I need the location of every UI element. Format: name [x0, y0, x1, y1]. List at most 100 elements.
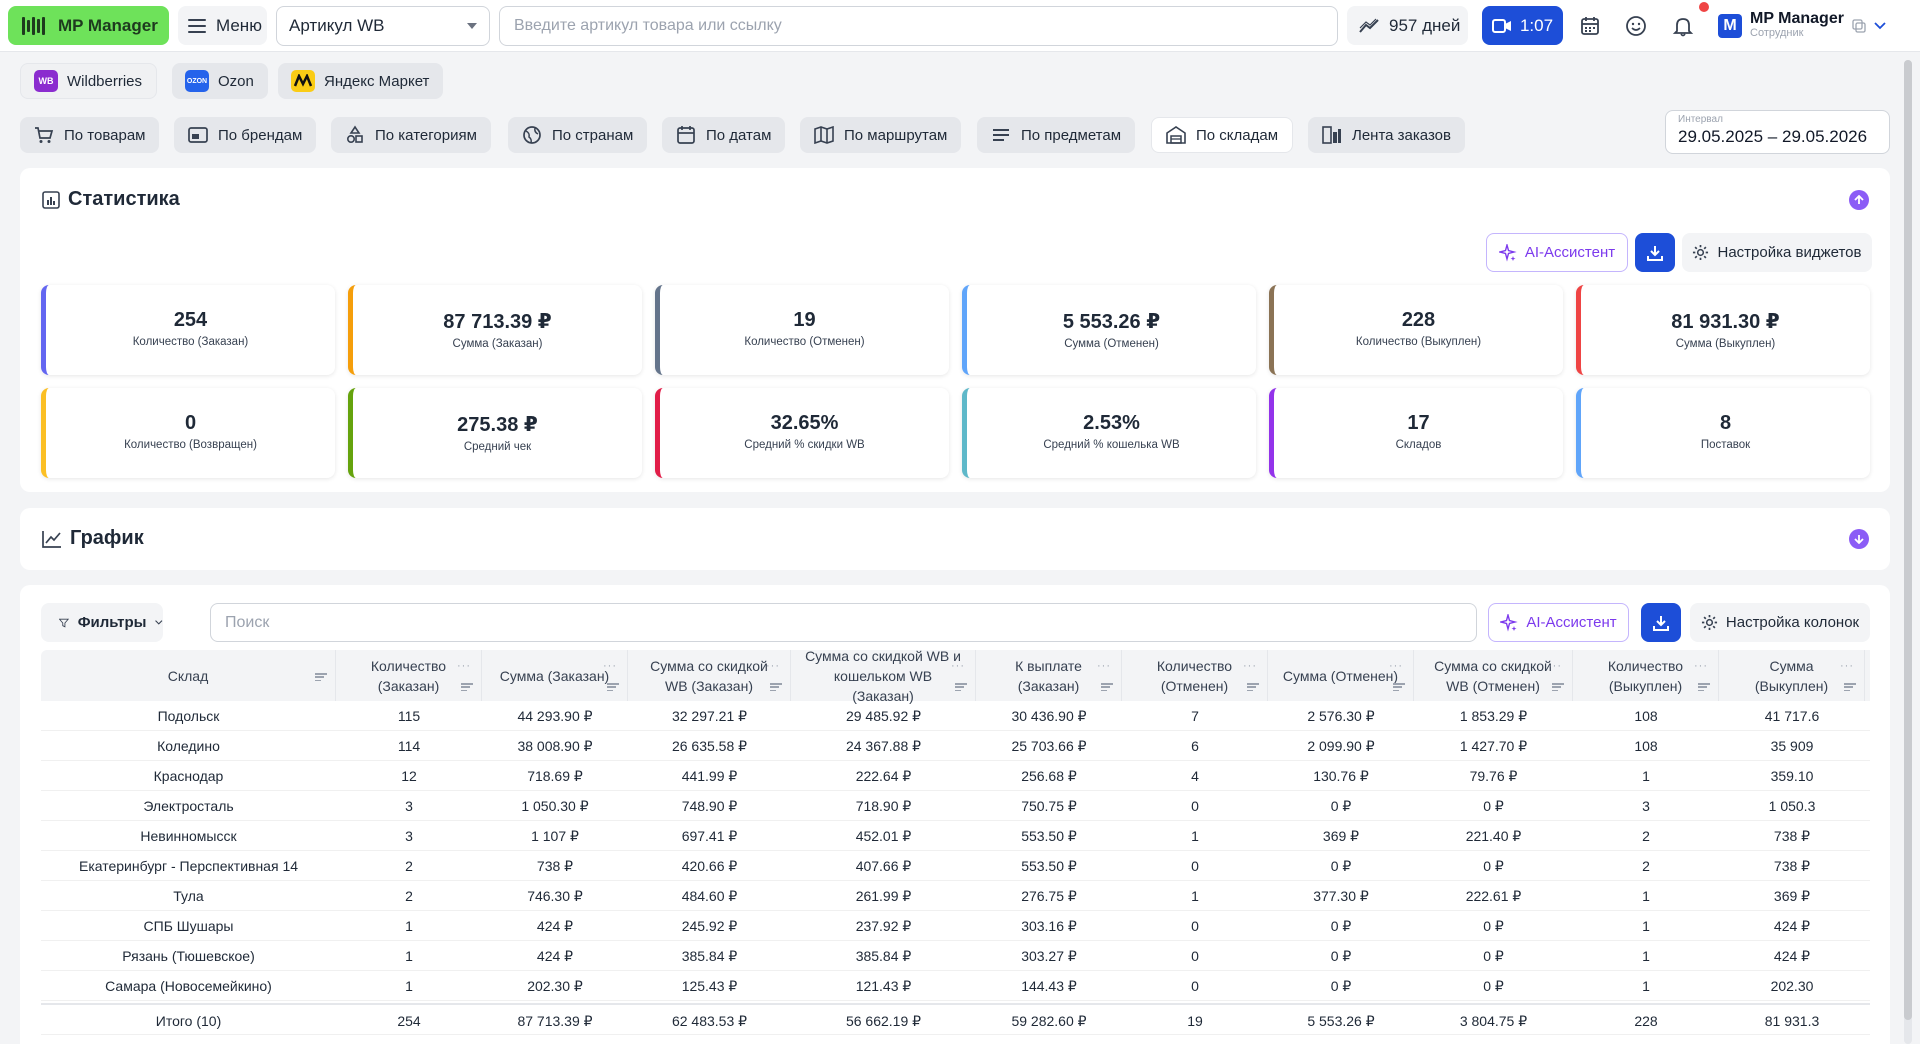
column-header[interactable]: К выплате (Заказан) ··· — [976, 650, 1122, 701]
video-tutorial-button[interactable]: 1:07 — [1482, 6, 1563, 45]
table-cell: 0 — [1191, 948, 1199, 964]
column-header[interactable]: Количество (Заказан) ··· — [336, 650, 482, 701]
column-options-icon[interactable]: ··· — [1840, 660, 1854, 672]
table-row[interactable]: Рязань (Тюшевское) 1 424 ₽ 385.84 ₽ 385.84 ₽… — [41, 941, 1870, 971]
filter-icon — [59, 618, 69, 627]
tab-by-categories[interactable]: По категориям — [331, 117, 491, 153]
table-cell: 1 — [1191, 828, 1199, 844]
tab-by-brands[interactable]: По брендам — [174, 117, 317, 153]
column-header[interactable]: Количество (Выкуплен) ··· — [1573, 650, 1719, 701]
tab-by-subjects[interactable]: По предметам — [977, 117, 1136, 153]
collapse-statistics-button[interactable] — [1849, 190, 1869, 210]
table-row[interactable]: Тула 2 746.30 ₽ 484.60 ₽ 261.99 ₽ 276.75 ₽ 1 37… — [41, 881, 1870, 911]
marketplace-tab-yandex-market[interactable]: Яндекс Маркет — [278, 63, 444, 99]
marketplace-tab-wildberries[interactable]: WB Wildberries — [20, 63, 158, 99]
tab-orders-feed[interactable]: Лента заказов — [1308, 117, 1465, 153]
table-search-input[interactable] — [210, 603, 1477, 642]
column-menu-icon[interactable] — [1101, 683, 1113, 691]
profile-menu[interactable]: M MP Manager Сотрудник — [1712, 6, 1894, 45]
menu-button[interactable]: Меню — [178, 6, 267, 45]
column-options-icon[interactable]: ··· — [603, 660, 617, 672]
column-menu-icon[interactable] — [1552, 683, 1564, 691]
notifications-button[interactable] — [1663, 6, 1703, 45]
article-search-input[interactable] — [499, 6, 1338, 46]
calendar-button[interactable] — [1570, 6, 1610, 45]
table-row[interactable]: Подольск 115 44 293.90 ₽ 32 297.21 ₽ 29 485.… — [41, 701, 1870, 731]
tab-by-routes[interactable]: По маршрутам — [800, 117, 962, 153]
tab-by-countries[interactable]: По странам — [508, 117, 648, 153]
tab-by-products[interactable]: По товарам — [20, 117, 160, 153]
column-menu-icon[interactable] — [315, 673, 327, 681]
column-header-label: Количество (Отменен) — [1156, 657, 1233, 694]
column-menu-icon[interactable] — [607, 683, 619, 691]
table-cell: 0 — [1191, 918, 1199, 934]
column-options-icon[interactable]: ··· — [1097, 660, 1111, 672]
column-settings-button[interactable]: Настройка колонок — [1690, 603, 1870, 642]
tab-by-dates[interactable]: По датам — [662, 117, 786, 153]
table-cell: 2 576.30 ₽ — [1307, 707, 1375, 724]
column-header[interactable]: Сумма со скидкой WB и кошельком WB (Зака… — [791, 650, 976, 704]
table-cell: 256.68 ₽ — [1021, 767, 1077, 784]
brand-icon — [188, 126, 208, 144]
table-cell: 25 703.66 ₽ — [1011, 737, 1087, 754]
table-cell: 0 ₽ — [1330, 917, 1352, 934]
column-options-icon[interactable]: ··· — [766, 660, 780, 672]
column-menu-icon[interactable] — [1844, 683, 1856, 691]
marketplace-tab-ozon[interactable]: OZON Ozon — [172, 63, 268, 99]
table-cell: 221.40 ₽ — [1465, 827, 1522, 844]
expand-chart-button[interactable] — [1849, 529, 1869, 549]
column-menu-icon[interactable] — [770, 683, 782, 691]
table-row[interactable]: Невинномысск 3 1 107 ₽ 697.41 ₽ 452.01 ₽ 553.… — [41, 821, 1870, 851]
widget-settings-button[interactable]: Настройка виджетов — [1682, 233, 1872, 272]
column-menu-icon[interactable] — [1698, 683, 1710, 691]
table-cell: 3 — [405, 828, 413, 844]
column-menu-icon[interactable] — [1393, 683, 1405, 691]
table-row[interactable]: Самара (Новосемейкино) 1 202.30 ₽ 125.43 ₽ 1… — [41, 971, 1870, 1001]
column-header-label: Количество (Заказан) — [370, 657, 447, 694]
column-menu-icon[interactable] — [1247, 683, 1259, 691]
stat-value: 0 — [184, 412, 197, 434]
table-row[interactable]: Электросталь 3 1 050.30 ₽748.90 ₽718.90 ₽7… — [41, 791, 1870, 821]
table-download-button[interactable] — [1641, 603, 1681, 642]
table-cell: 1 050.3 — [1768, 798, 1816, 814]
article-type-select[interactable]: Артикул WB — [276, 6, 490, 46]
column-header[interactable]: Склад — [41, 650, 336, 701]
feedback-button[interactable] — [1616, 6, 1656, 45]
table-header: Склад Количество (Заказан) ··· Сумма (Заказ… — [41, 650, 1870, 704]
table-cell: 245.92 ₽ — [681, 917, 738, 934]
column-options-icon[interactable]: ··· — [1548, 660, 1562, 672]
column-options-icon[interactable]: ··· — [1389, 660, 1403, 672]
profile-text: MP Manager Сотрудник — [1750, 11, 1844, 40]
table-cell: 369 ₽ — [1773, 887, 1811, 904]
tab-by-warehouses[interactable]: По складам — [1151, 117, 1294, 153]
download-button[interactable] — [1635, 233, 1675, 272]
table-ai-assistant-button[interactable]: AI-Ассистент — [1488, 603, 1629, 642]
brand-logo-button[interactable]: MP Manager — [8, 6, 169, 45]
table-row[interactable]: СПБ Шушары 1 424 ₽ 245.92 ₽ 237.92 ₽ 303.16 ₽… — [41, 911, 1870, 941]
stat-card: 228 Количество (Выкуплен) — [1269, 285, 1563, 375]
stat-label: Количество (Заказан) — [132, 336, 249, 348]
column-header[interactable]: Сумма со скидкой WB (Отменен) ··· — [1414, 650, 1573, 701]
table-cell: Подольск — [157, 708, 220, 724]
column-header[interactable]: Сумма со скидкой WB (Заказан) ··· — [628, 650, 791, 701]
ai-assistant-button[interactable]: AI-Ассистент — [1486, 233, 1628, 272]
column-header[interactable]: Сумма (Заказан) ··· — [482, 650, 628, 701]
date-interval-picker[interactable]: Интервал 29.05.2025 – 29.05.2026 — [1665, 110, 1890, 154]
page-scrollbar[interactable] — [1904, 60, 1912, 1044]
column-options-icon[interactable]: ··· — [951, 660, 965, 672]
table-cell: 41 717.6 — [1764, 708, 1820, 724]
column-header[interactable]: Сумма (Выкуплен) ··· — [1719, 650, 1865, 701]
column-header[interactable]: Количество (Отменен) ··· — [1122, 650, 1268, 701]
column-options-icon[interactable]: ··· — [457, 660, 471, 672]
table-row[interactable]: Екатеринбург - Перспективная 14 2 738 ₽ 420… — [41, 851, 1870, 881]
column-header[interactable]: Сумма (Отменен) ··· — [1268, 650, 1414, 701]
filters-button[interactable]: Фильтры — [41, 603, 163, 642]
column-menu-icon[interactable] — [461, 683, 473, 691]
column-options-icon[interactable]: ··· — [1694, 660, 1708, 672]
column-options-icon[interactable]: ··· — [1243, 660, 1257, 672]
table-row[interactable]: Коледино 114 38 008.90 ₽ 26 635.58 ₽ 24 367.… — [41, 731, 1870, 761]
table-cell: 0 ₽ — [1483, 797, 1504, 814]
subscription-days-button[interactable]: 957 дней — [1347, 6, 1468, 45]
column-menu-icon[interactable] — [955, 683, 967, 691]
table-row[interactable]: Краснодар 12 718.69 ₽ 441.99 ₽ 222.64 ₽ 256.6… — [41, 761, 1870, 791]
